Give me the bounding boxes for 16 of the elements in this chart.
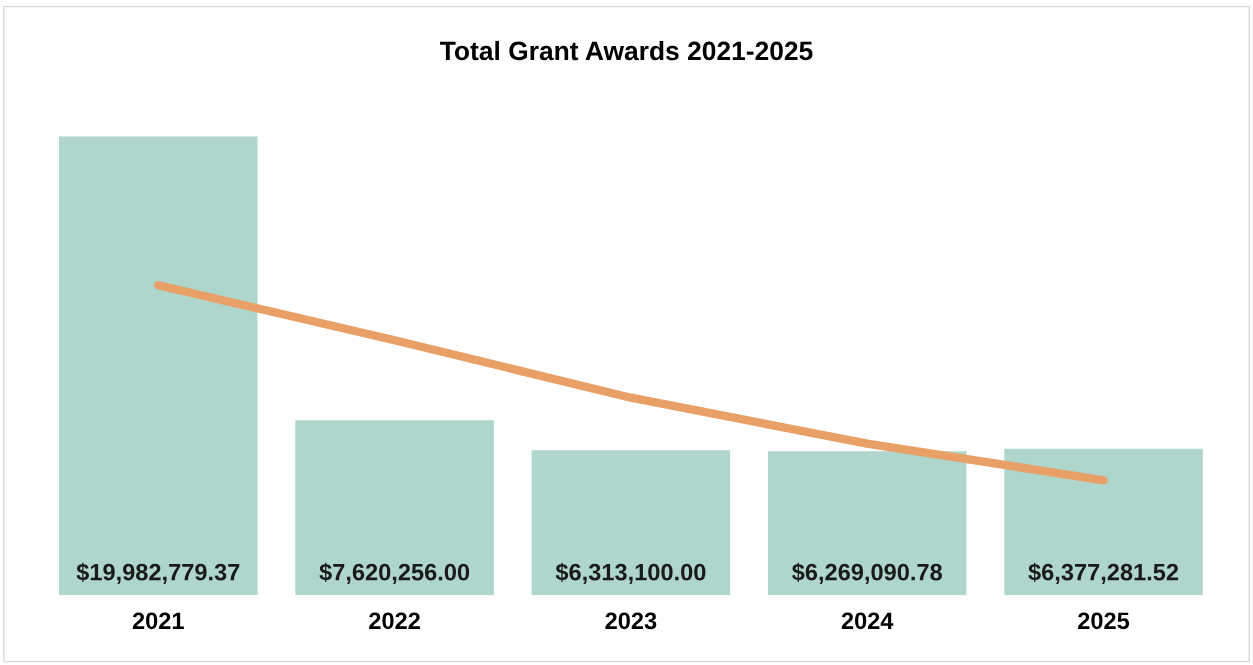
bar xyxy=(59,136,258,596)
x-tick-label: 2023 xyxy=(605,612,657,630)
x-tick-label: 2024 xyxy=(841,612,894,630)
bar xyxy=(767,451,967,596)
bar xyxy=(295,420,494,596)
data-label: $7,620,256.00 xyxy=(319,562,470,584)
data-label: $6,269,090.78 xyxy=(792,562,942,584)
bar xyxy=(531,450,731,596)
data-label: $6,313,100.00 xyxy=(555,562,706,584)
x-tick-label: 2021 xyxy=(132,612,184,630)
data-label: $6,377,281.52 xyxy=(1028,562,1179,584)
x-tick-label: 2025 xyxy=(1078,612,1130,630)
bar xyxy=(1004,448,1203,596)
chart-title: Total Grant Awards 2021-2025 xyxy=(440,40,813,61)
data-label: $19,982,779.37 xyxy=(76,562,240,584)
x-tick-label: 2022 xyxy=(369,612,420,630)
